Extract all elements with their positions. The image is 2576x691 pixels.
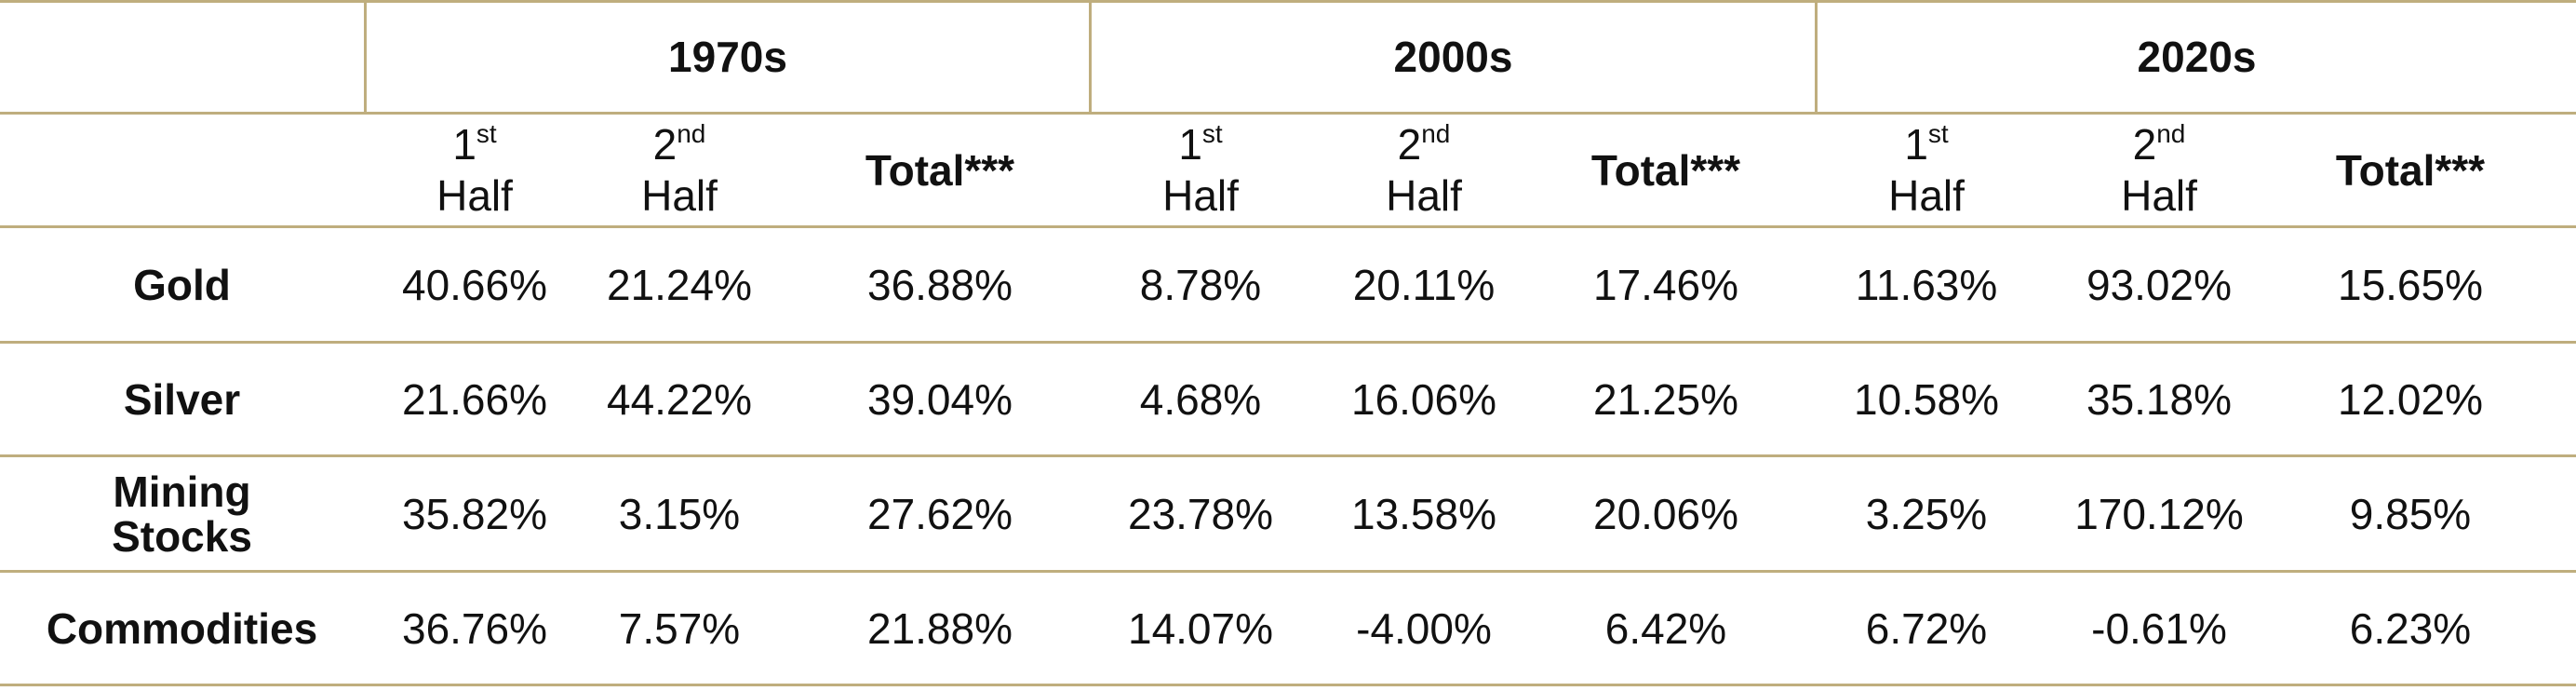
rule-bottom — [0, 684, 2576, 686]
cell-mining-2020s-first-half: 3.25% — [1865, 489, 1988, 538]
cell-silver-2000s-first-half: 4.68% — [1139, 374, 1262, 424]
rule-top — [0, 0, 2576, 3]
decade-header-1970s: 1970s — [668, 33, 787, 81]
cell-commodities-2020s-first-half: 6.72% — [1865, 603, 1988, 653]
subheader-2000s-second-half: 2nd Half — [1386, 119, 1462, 220]
cell-mining-2020s-total: 9.85% — [2349, 489, 2472, 538]
subheader-1970s-first-half: 1st Half — [436, 119, 513, 220]
rule-below-silver — [0, 454, 2576, 457]
row-label-silver: Silver — [123, 374, 241, 424]
cell-silver-1970s-first-half: 21.66% — [401, 374, 547, 424]
decade-header-2020s: 2020s — [2137, 33, 2257, 81]
cell-mining-1970s-first-half: 35.82% — [401, 489, 547, 538]
divider-label-1970s — [364, 0, 367, 114]
cell-silver-2000s-total: 21.25% — [1592, 374, 1738, 424]
cell-commodities-2000s-first-half: 14.07% — [1127, 603, 1273, 653]
subheader-2000s-total: Total*** — [1590, 146, 1741, 195]
cell-commodities-2000s-total: 6.42% — [1604, 603, 1727, 653]
cell-gold-1970s-second-half: 21.24% — [606, 260, 752, 309]
rule-below-subheaders — [0, 225, 2576, 228]
cell-gold-1970s-first-half: 40.66% — [401, 260, 547, 309]
cell-silver-2020s-second-half: 35.18% — [2086, 374, 2232, 424]
cell-mining-2000s-total: 20.06% — [1592, 489, 1738, 538]
subheader-2020s-first-half: 1st Half — [1888, 119, 1965, 220]
subheader-2020s-second-half: 2nd Half — [2121, 119, 2197, 220]
subheader-1970s-total: Total*** — [865, 146, 1015, 195]
cell-commodities-1970s-total: 21.88% — [866, 603, 1013, 653]
cell-silver-1970s-second-half: 44.22% — [606, 374, 752, 424]
cell-commodities-1970s-second-half: 7.57% — [618, 603, 741, 653]
divider-1970s-2000s — [1089, 0, 1092, 114]
cell-commodities-1970s-first-half: 36.76% — [401, 603, 547, 653]
row-label-mining-stocks: Mining Stocks — [112, 467, 252, 561]
decade-header-2000s: 2000s — [1393, 33, 1513, 81]
cell-mining-2000s-second-half: 13.58% — [1350, 489, 1496, 538]
rule-below-gold — [0, 341, 2576, 344]
cell-gold-2020s-first-half: 11.63% — [1855, 260, 1998, 309]
cell-silver-1970s-total: 39.04% — [866, 374, 1013, 424]
cell-gold-2020s-second-half: 93.02% — [2086, 260, 2232, 309]
cell-gold-2000s-total: 17.46% — [1592, 260, 1738, 309]
cell-gold-2000s-first-half: 8.78% — [1139, 260, 1262, 309]
subheader-2020s-total: Total*** — [2335, 146, 2486, 195]
row-label-commodities: Commodities — [46, 603, 318, 653]
cell-silver-2000s-second-half: 16.06% — [1350, 374, 1496, 424]
subheader-1970s-second-half: 2nd Half — [641, 119, 718, 220]
rule-below-mining — [0, 570, 2576, 573]
cell-gold-1970s-total: 36.88% — [866, 260, 1013, 309]
divider-2000s-2020s — [1815, 0, 1818, 114]
rule-below-decades — [0, 112, 2576, 115]
cell-mining-1970s-total: 27.62% — [866, 489, 1013, 538]
row-label-gold: Gold — [133, 260, 231, 309]
cell-gold-2000s-second-half: 20.11% — [1352, 260, 1496, 309]
cell-commodities-2000s-second-half: -4.00% — [1356, 603, 1492, 653]
cell-mining-1970s-second-half: 3.15% — [618, 489, 741, 538]
cell-mining-2020s-second-half: 170.12% — [2074, 489, 2244, 538]
cell-commodities-2020s-second-half: -0.61% — [2091, 603, 2227, 653]
cell-gold-2020s-total: 15.65% — [2337, 260, 2483, 309]
cell-silver-2020s-first-half: 10.58% — [1853, 374, 1999, 424]
cell-commodities-2020s-total: 6.23% — [2349, 603, 2472, 653]
subheader-2000s-first-half: 1st Half — [1162, 119, 1239, 220]
cell-silver-2020s-total: 12.02% — [2337, 374, 2483, 424]
cell-mining-2000s-first-half: 23.78% — [1127, 489, 1273, 538]
